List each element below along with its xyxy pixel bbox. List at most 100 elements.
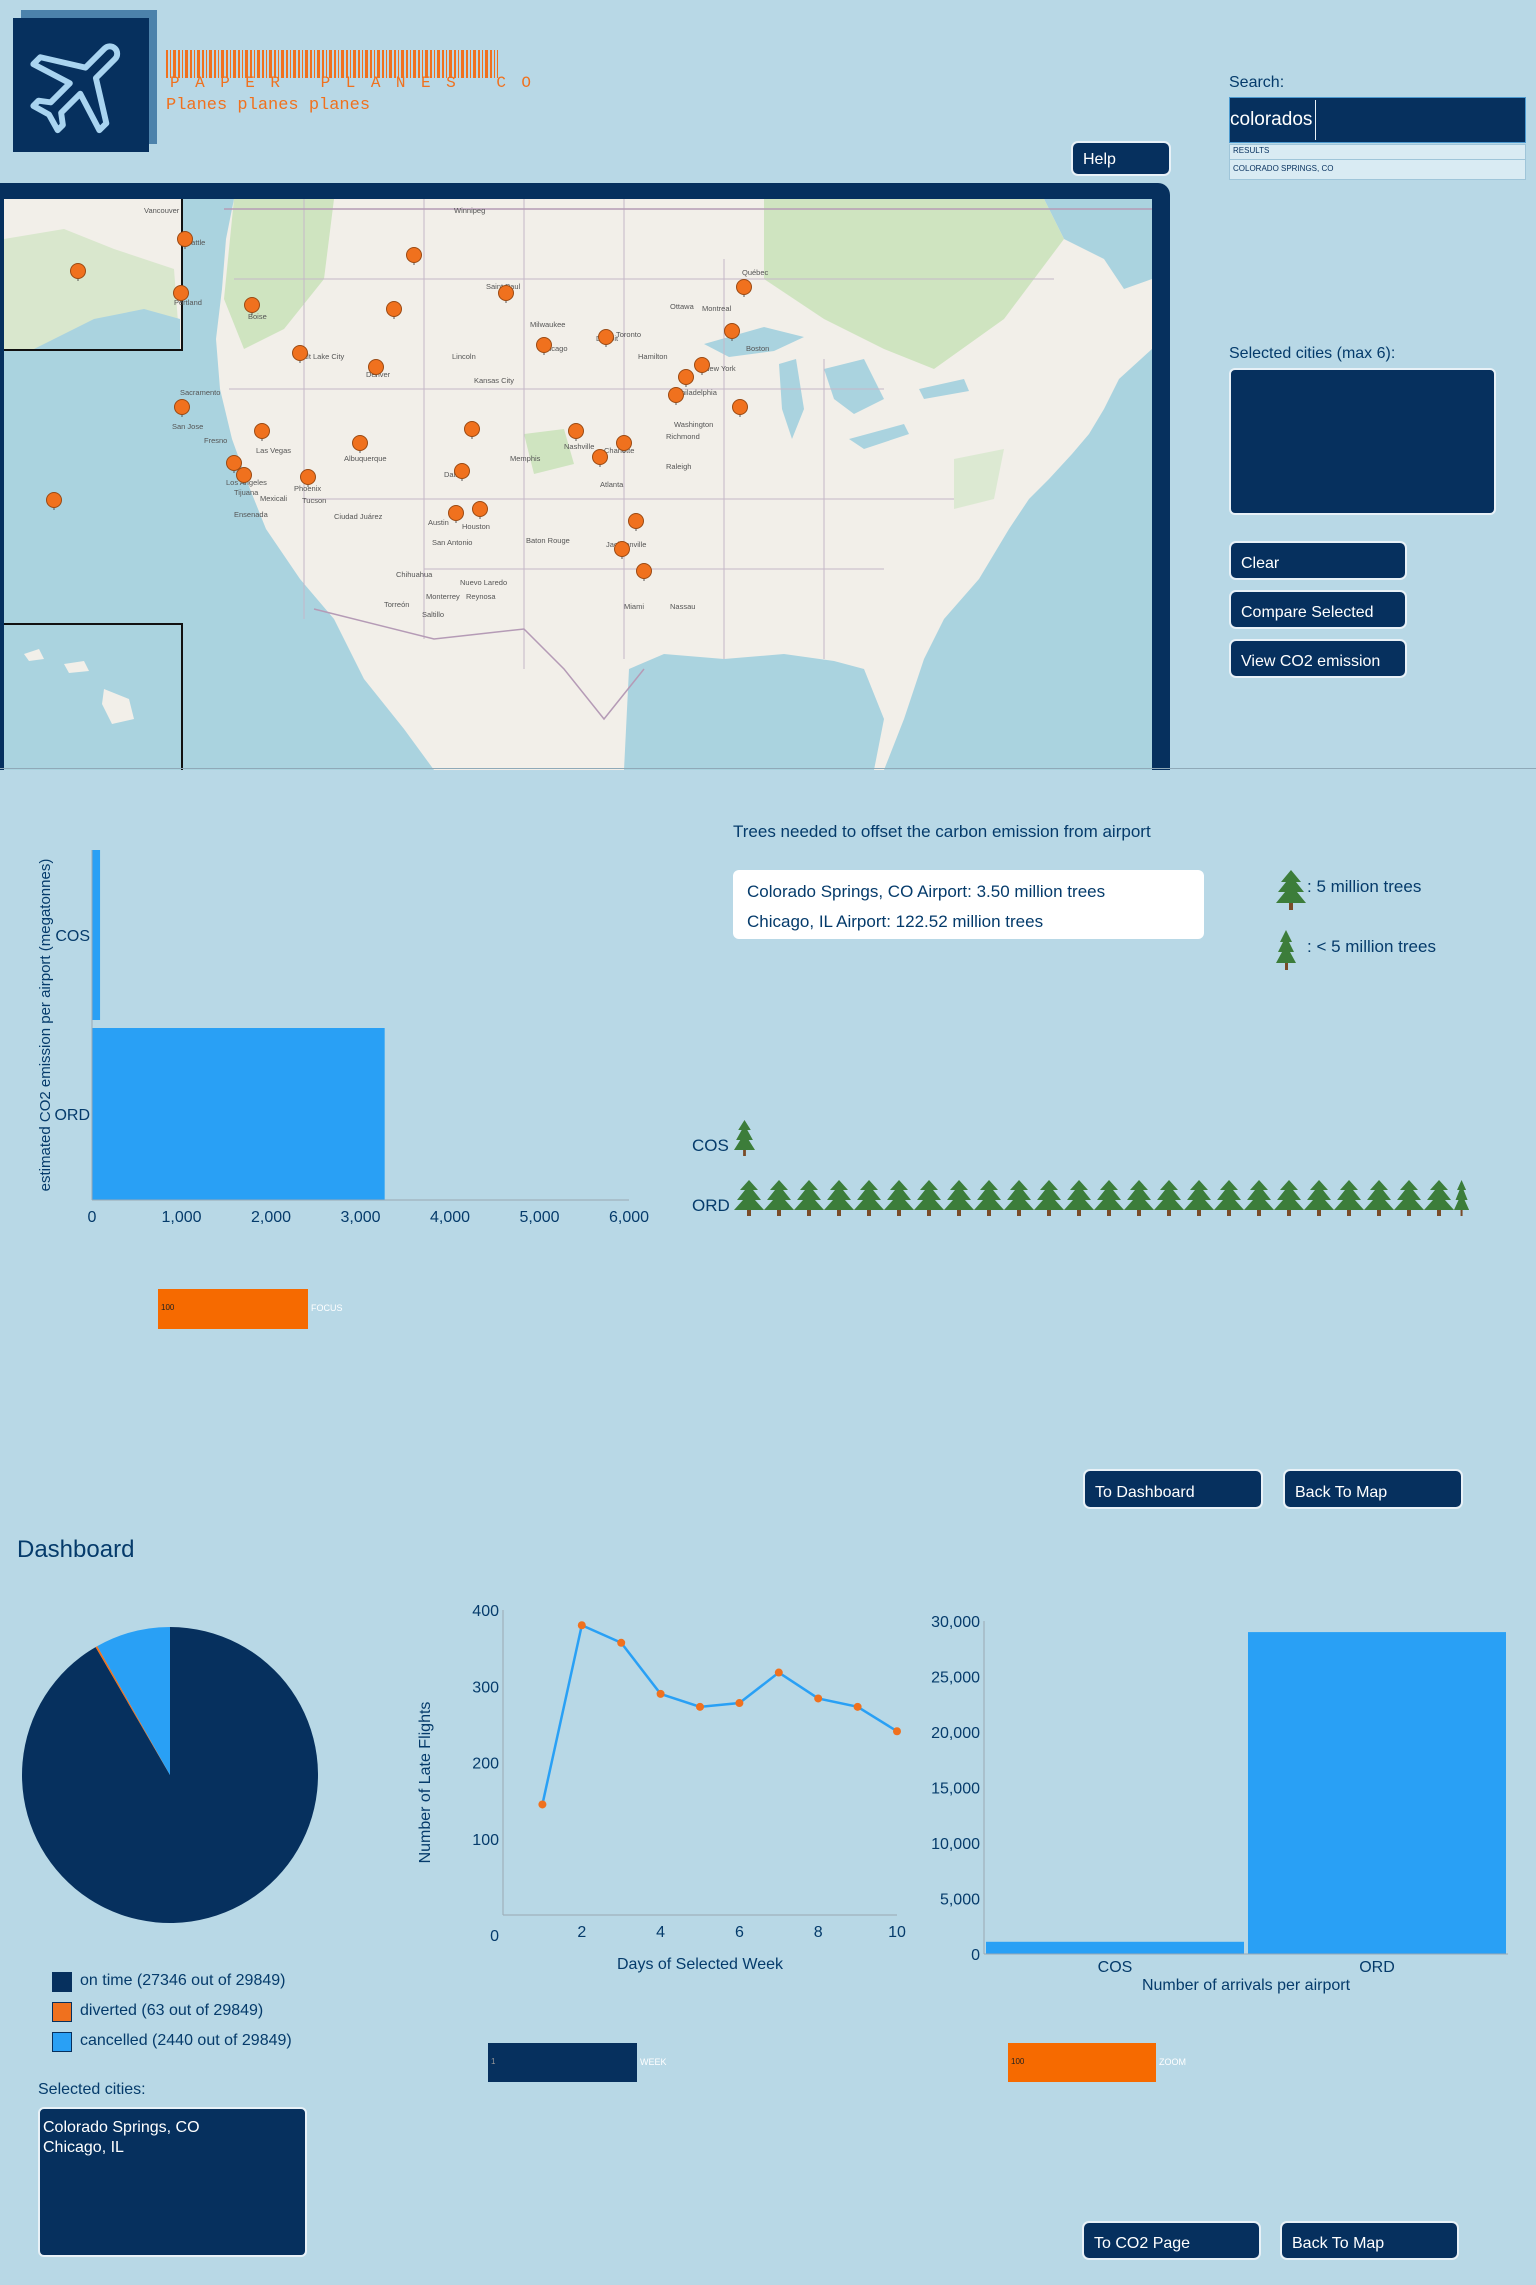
tree-crown — [1034, 1180, 1064, 1210]
tree-trunk — [1017, 1210, 1021, 1216]
week-brush-label: WEEK — [640, 2057, 667, 2067]
map-pin-head — [292, 345, 308, 361]
map-pin-icon[interactable] — [694, 357, 710, 376]
dashboard-back-to-map-button[interactable]: Back To Map — [1280, 2221, 1459, 2260]
focus-brush[interactable]: 100 — [158, 1289, 308, 1329]
late-flights-point — [656, 1689, 665, 1698]
line-y-tick: 400 — [472, 1603, 499, 1620]
clear-button[interactable]: Clear — [1229, 541, 1407, 580]
map-pin-head — [472, 501, 488, 517]
tree-trunk — [1460, 1210, 1463, 1216]
tree-icon — [1424, 1180, 1454, 1216]
search-caret — [1315, 100, 1316, 140]
map-pin-icon[interactable] — [616, 435, 632, 454]
map-pin-icon[interactable] — [454, 463, 470, 482]
map-pin-icon[interactable] — [236, 467, 252, 486]
search-input[interactable]: colorados — [1229, 97, 1526, 143]
tree-icon — [1454, 1180, 1470, 1216]
tree-icon — [734, 1120, 755, 1156]
map-pin-icon[interactable] — [226, 455, 242, 474]
map-pin-icon[interactable] — [70, 263, 86, 282]
map-pin-icon[interactable] — [386, 301, 402, 320]
map-pin-icon[interactable] — [724, 323, 740, 342]
to-co2-button[interactable]: To CO2 Page — [1082, 2221, 1261, 2260]
focus-brush-label: FOCUS — [311, 1303, 343, 1313]
late-flights-line-chart: 100 200 300 400 0 2 4 6 8 10 Days of Selected Week… — [417, 1603, 906, 1973]
map-pin-head — [236, 467, 252, 483]
us-map[interactable]: Vancouver Seattle Portland Boise Salt Lake C… — [4, 199, 1152, 770]
tree-trunk — [1197, 1210, 1201, 1216]
tree-icon — [1034, 1180, 1064, 1216]
map-pin-icon[interactable] — [292, 345, 308, 364]
tree-icon — [1094, 1180, 1124, 1216]
co2-info-line-cos: Colorado Springs, CO Airport: 3.50 milli… — [747, 882, 1106, 901]
map-pin-icon[interactable] — [300, 469, 316, 488]
week-brush[interactable]: 1 — [488, 2043, 637, 2082]
map-pin-icon[interactable] — [254, 423, 270, 442]
map-pin-icon[interactable] — [592, 449, 608, 468]
map-pin-icon[interactable] — [614, 541, 630, 560]
map-pin-icon[interactable] — [352, 435, 368, 454]
map-pin-icon[interactable] — [472, 501, 488, 520]
map-pin-icon[interactable] — [498, 285, 514, 304]
tree-crown — [1334, 1180, 1364, 1210]
map-pin-icon[interactable] — [244, 297, 260, 316]
search-result-item[interactable]: COLORADO SPRINGS, CO — [1233, 164, 1334, 173]
zoom-brush[interactable]: 100 — [1008, 2043, 1156, 2082]
tree-icon — [1244, 1180, 1274, 1216]
co2-x-tick: 2,000 — [251, 1209, 291, 1226]
help-button[interactable]: Help — [1071, 141, 1171, 176]
late-flights-point — [538, 1800, 547, 1809]
selected-cities-box[interactable] — [1229, 368, 1496, 515]
tree-icon — [1154, 1180, 1184, 1216]
dashboard-title: Dashboard — [17, 1536, 135, 1563]
co2-back-to-map-button[interactable]: Back To Map — [1283, 1469, 1463, 1509]
arrivals-y-tick: 20,000 — [931, 1725, 980, 1742]
map-pin-icon[interactable] — [678, 369, 694, 388]
map-pin-icon[interactable] — [598, 329, 614, 348]
map-pin-icon[interactable] — [628, 513, 644, 532]
map-pin-icon[interactable] — [732, 399, 748, 418]
tree-crown — [1214, 1180, 1244, 1210]
map-city-label: Houston — [462, 522, 490, 531]
map-city-label: Baton Rouge — [526, 536, 570, 545]
arrivals-bar-chart: COS ORD 0 5,000 10,000 15,000 20,000 25,000 30,0… — [931, 1614, 1508, 1994]
map-city-label: Tucson — [302, 496, 326, 505]
dashboard-selected-city: Colorado Springs, CO — [43, 2119, 200, 2136]
map-pin-icon[interactable] — [174, 399, 190, 418]
map-pin-head — [694, 357, 710, 373]
map-pin-icon[interactable] — [46, 492, 62, 511]
view-co2-button[interactable]: View CO2 emission — [1229, 639, 1407, 678]
tree-crown — [1154, 1180, 1184, 1210]
map-pin-icon[interactable] — [177, 231, 193, 250]
map-panel[interactable]: Vancouver Seattle Portland Boise Salt Lake C… — [0, 183, 1170, 770]
map-pin-icon[interactable] — [464, 421, 480, 440]
map-city-label: Las Vegas — [256, 446, 291, 455]
compare-selected-button[interactable]: Compare Selected — [1229, 590, 1407, 629]
tree-trunk — [1257, 1210, 1261, 1216]
map-pin-icon[interactable] — [536, 337, 552, 356]
map-pin-head — [636, 563, 652, 579]
tree-trunk — [747, 1210, 751, 1216]
map-city-label: Tijuana — [234, 488, 259, 497]
map-pin-icon[interactable] — [368, 359, 384, 378]
map-pin-icon[interactable] — [568, 423, 584, 442]
map-city-label: Atlanta — [600, 480, 624, 489]
legend-swatch-cancelled — [52, 2032, 72, 2052]
map-pin-head — [668, 387, 684, 403]
map-city-label: San Antonio — [432, 538, 472, 547]
map-pin-icon[interactable] — [173, 285, 189, 304]
tree-small-icon — [1276, 930, 1296, 970]
map-pin-icon[interactable] — [636, 563, 652, 582]
map-pin-head — [678, 369, 694, 385]
map-pin-icon[interactable] — [406, 247, 422, 266]
map-pin-icon[interactable] — [736, 279, 752, 298]
line-y-tick: 200 — [472, 1756, 499, 1773]
map-pin-head — [724, 323, 740, 339]
map-pin-icon[interactable] — [668, 387, 684, 406]
tree-icon — [764, 1180, 794, 1216]
to-dashboard-button[interactable]: To Dashboard — [1083, 1469, 1263, 1509]
map-pin-icon[interactable] — [448, 505, 464, 524]
co2-category-label: COS — [55, 928, 90, 945]
line-x-tick: 2 — [577, 1924, 586, 1941]
